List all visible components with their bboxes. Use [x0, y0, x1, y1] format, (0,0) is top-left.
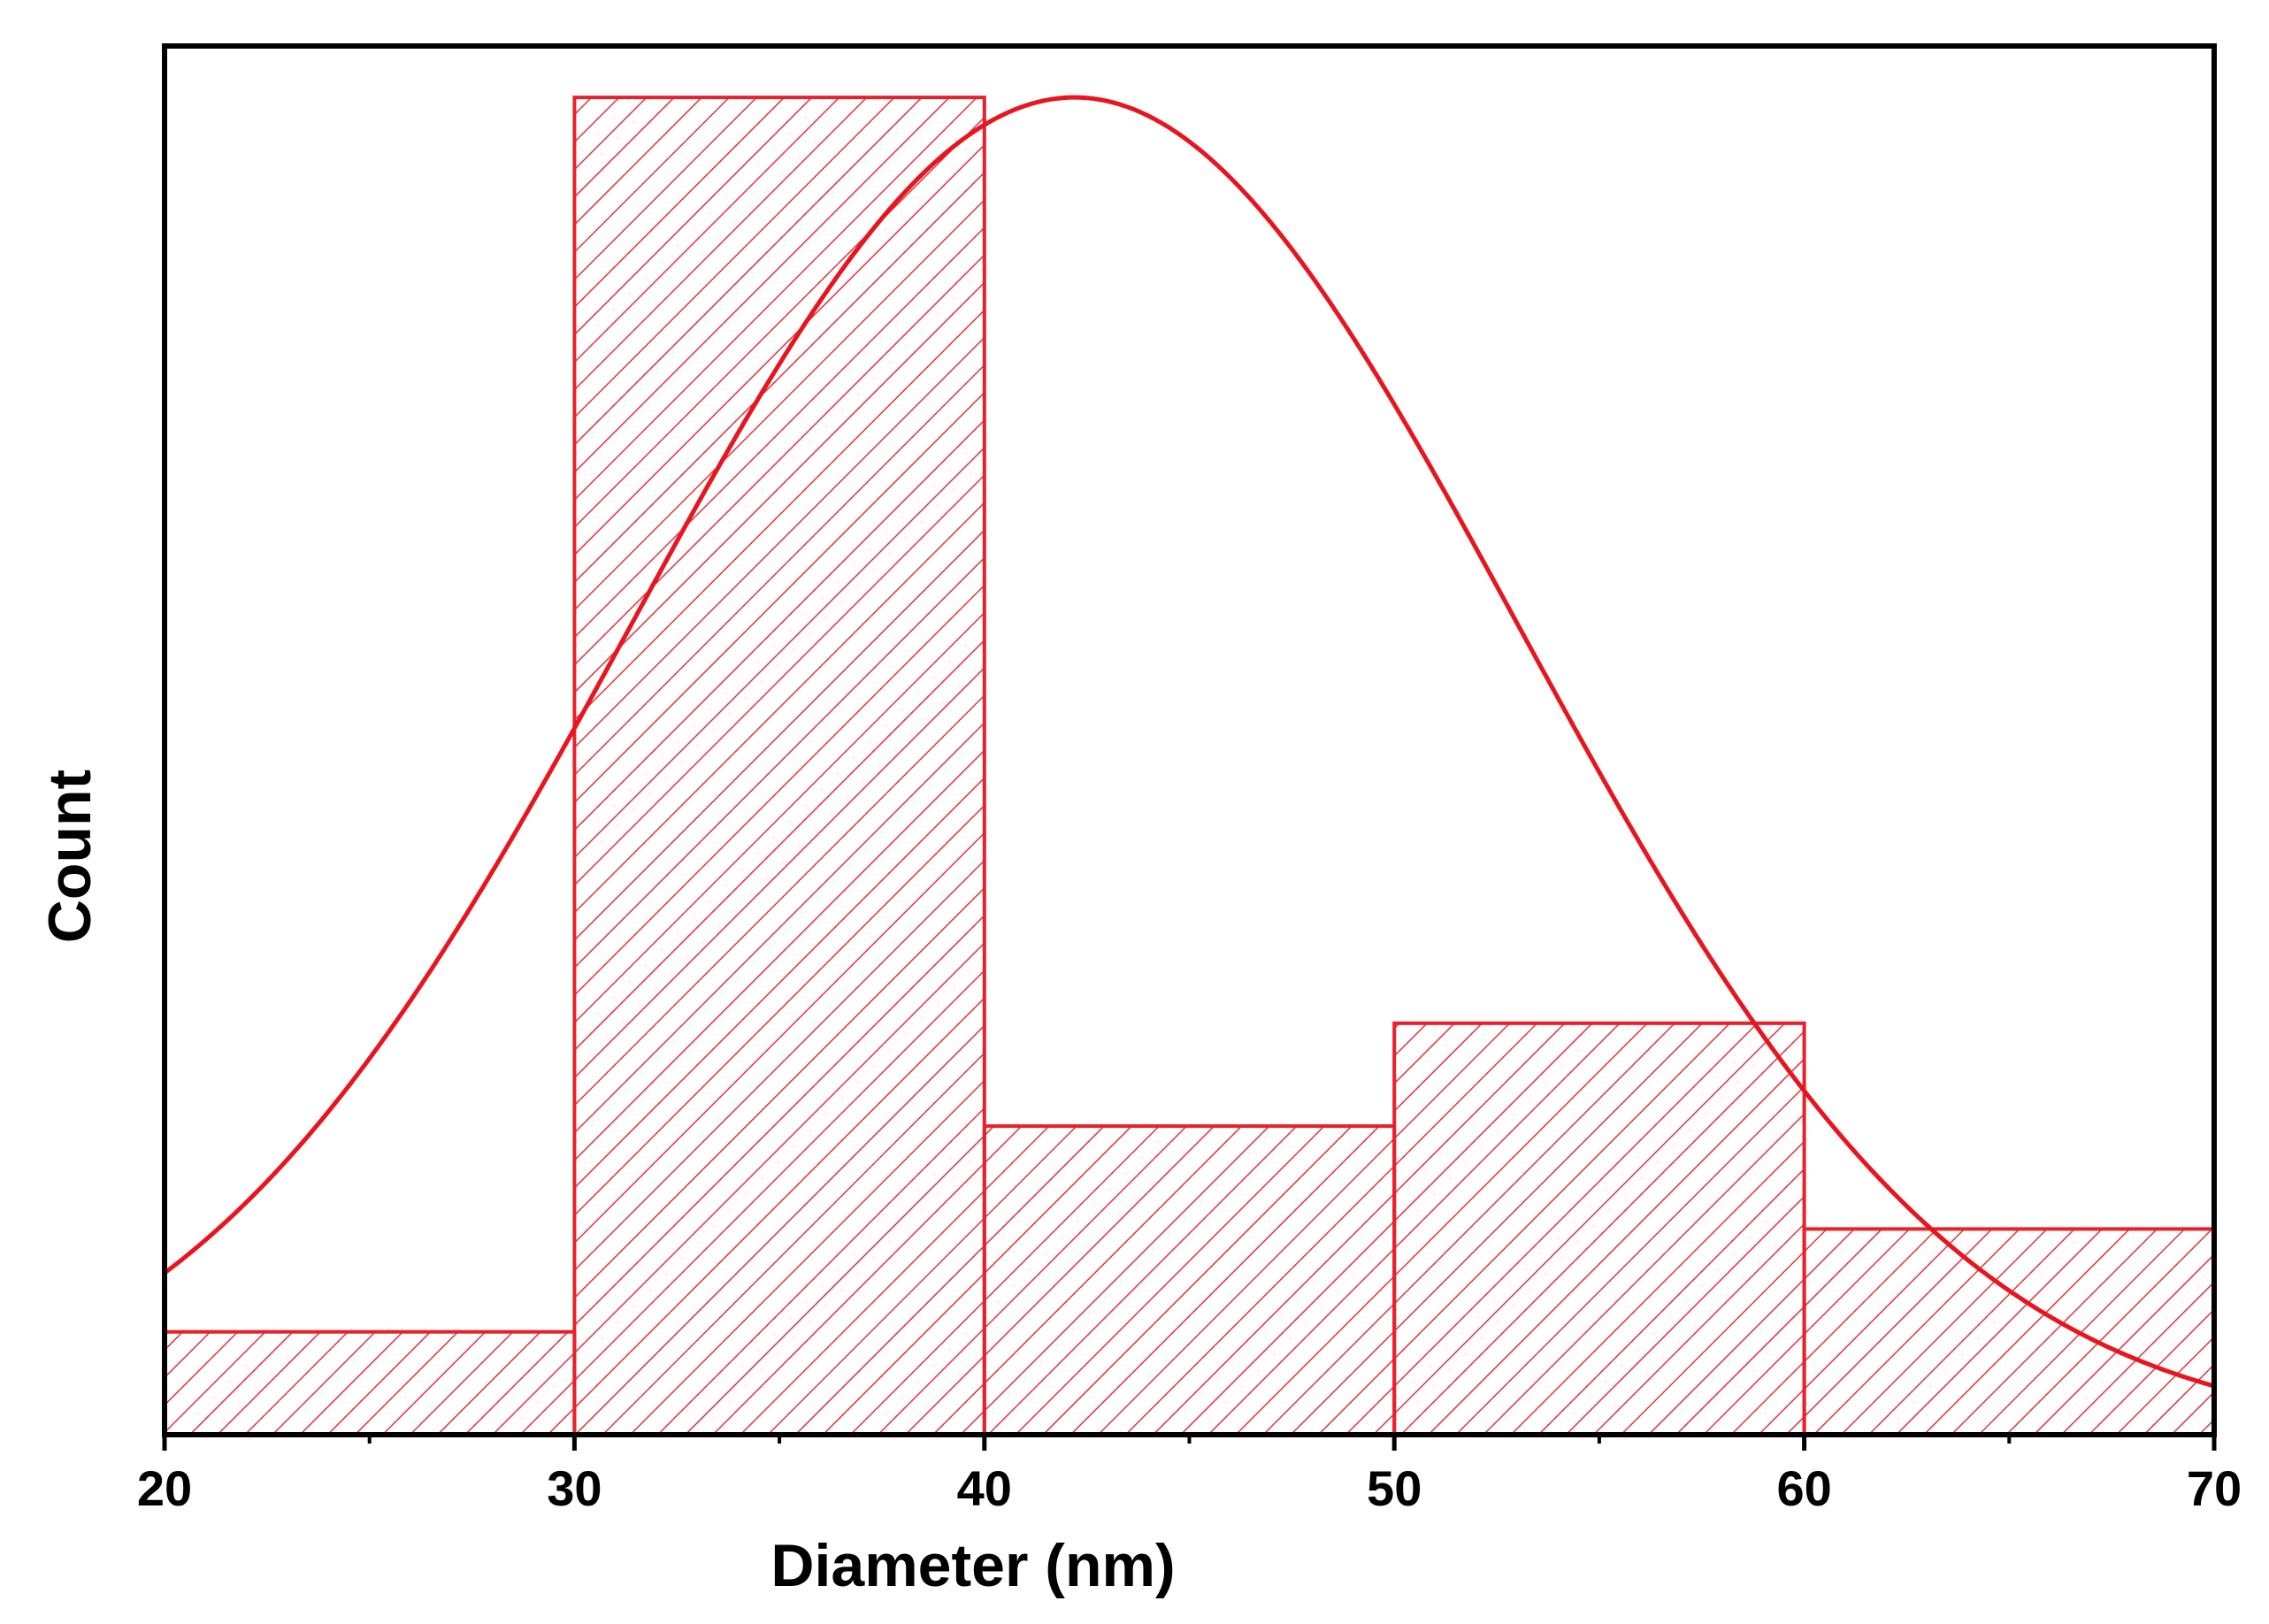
- histogram-bar-60-70: [1802, 1227, 2216, 1436]
- gaussian-fit-curve: [165, 95, 2214, 1389]
- x-axis-tick-labels: 20 30 40 50 60 70: [137, 1460, 2242, 1516]
- histogram-bar-30-40: [572, 96, 986, 1436]
- x-tick-label-70: 70: [2187, 1460, 2242, 1516]
- histogram-bar-40-50: [982, 1124, 1397, 1436]
- x-tick-label-50: 50: [1367, 1460, 1422, 1516]
- x-axis-title: Diameter (nm): [770, 1532, 1175, 1599]
- y-axis-title: Count: [36, 770, 103, 943]
- x-axis-ticks: [162, 1435, 2217, 1451]
- x-tick-label-30: 30: [547, 1460, 602, 1516]
- x-tick-label-40: 40: [957, 1460, 1012, 1516]
- histogram-bars: [163, 96, 2216, 1437]
- x-tick-label-20: 20: [137, 1460, 192, 1516]
- histogram-bar-20-30: [163, 1329, 577, 1437]
- x-tick-label-60: 60: [1776, 1460, 1831, 1516]
- histogram-bar-50-60: [1392, 1021, 1806, 1436]
